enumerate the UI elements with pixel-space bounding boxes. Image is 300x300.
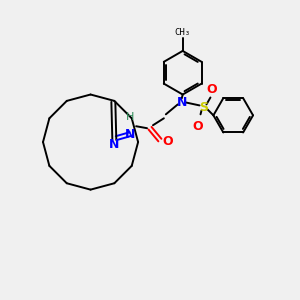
Text: S: S xyxy=(199,101,208,114)
Text: O: O xyxy=(162,135,172,148)
Text: N: N xyxy=(176,96,187,109)
Text: N: N xyxy=(125,128,135,141)
Text: H: H xyxy=(126,112,134,122)
Text: CH₃: CH₃ xyxy=(175,28,191,37)
Text: O: O xyxy=(206,82,217,95)
Text: O: O xyxy=(192,120,203,133)
Text: N: N xyxy=(109,138,119,151)
